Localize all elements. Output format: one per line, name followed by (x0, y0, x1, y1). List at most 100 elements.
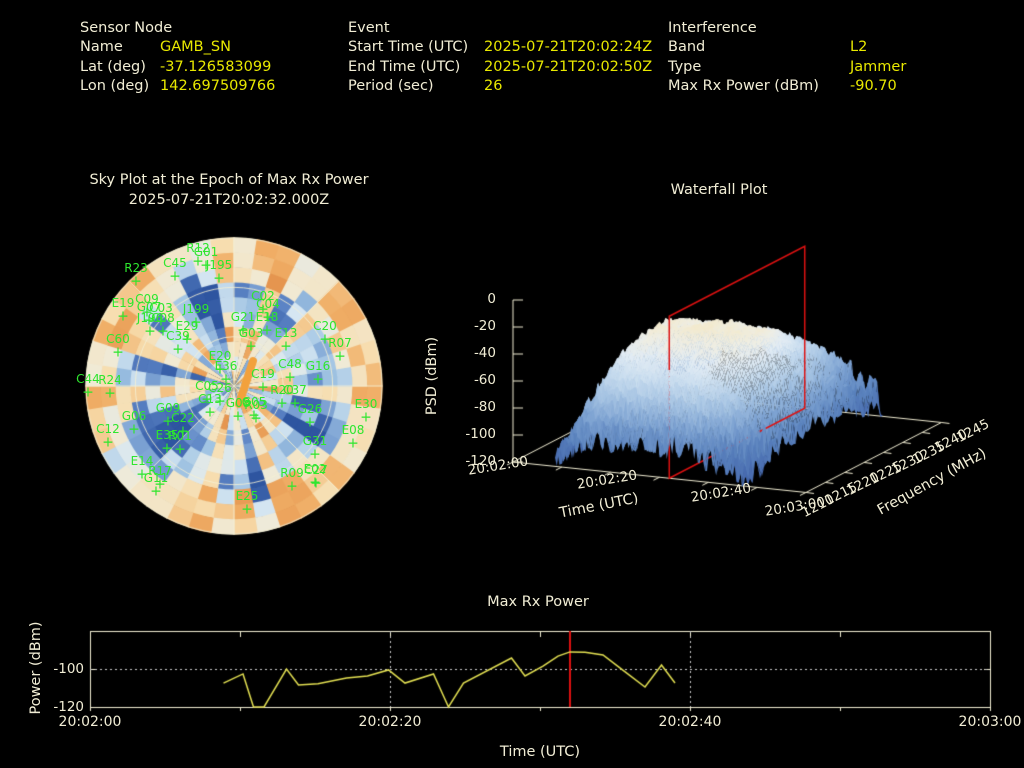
satellite-marker: + (143, 312, 155, 329)
satellite-marker: + (177, 423, 189, 440)
satellite-marker: + (192, 253, 204, 270)
satellite-label: C08 (151, 311, 175, 325)
event-title: Event (348, 20, 390, 36)
satellite-label: C13 (198, 392, 222, 406)
info-value: 2025-07-21T20:02:50Z (484, 58, 653, 75)
satellite-marker: + (128, 421, 140, 438)
info-row: Lat (deg) -37.126583099 (80, 58, 275, 77)
satellite-label: C02 (251, 289, 275, 303)
satellite-marker: + (157, 323, 169, 340)
satellite-marker: + (174, 441, 186, 458)
sensor-node-rows: Name GAMB_SN Lat (deg) -37.126583099 Lon (de… (80, 38, 275, 96)
satellite-label: G31 (302, 434, 328, 448)
info-label: End Time (UTC) (348, 58, 461, 75)
satellite-marker: + (257, 301, 269, 318)
satellite-label: J196 (136, 311, 164, 325)
power-chart-x-tick-label: 20:02:20 (358, 714, 422, 730)
satellite-marker: + (262, 309, 274, 326)
satellite-label: G06 (121, 409, 147, 423)
satellite-label: G16 (305, 359, 331, 373)
skyplot-title: Sky Plot at the Epoch of Max Rx Power (89, 172, 369, 188)
satellite-marker: + (310, 475, 322, 492)
satellite-label: C22 (171, 411, 195, 425)
power-chart-x-tick-label: 20:02:40 (658, 714, 722, 730)
satellite-marker: + (257, 379, 269, 396)
satellite-label: G11 (143, 471, 169, 485)
waterfall-z-tick-label: 0 (487, 291, 496, 307)
satellite-label: C20 (313, 319, 337, 333)
satellite-marker: + (261, 322, 273, 339)
satellite-marker: + (141, 304, 153, 321)
satellite-label: C27 (304, 463, 328, 477)
info-row: Start Time (UTC) 2025-07-21T20:02:24Z (348, 38, 652, 57)
satellite-label: E02 (303, 462, 327, 476)
satellite-marker: + (220, 371, 232, 388)
info-label: Start Time (UTC) (348, 39, 469, 56)
satellite-label: C05 (195, 379, 219, 393)
satellite-label: C03 (149, 301, 173, 315)
satellite-label: C39 (166, 329, 190, 343)
satellite-label: C26 (208, 381, 232, 395)
waterfall-z-tick-label: -60 (473, 372, 496, 388)
info-value: L2 (850, 39, 868, 56)
power-chart-x-tick-label: 20:02:00 (58, 714, 122, 730)
info-value: Jammer (850, 58, 907, 75)
satellite-marker: + (250, 410, 262, 427)
satellite-label: G05 (241, 395, 267, 409)
satellite-marker: + (190, 314, 202, 331)
satellite-marker: + (309, 446, 321, 463)
satellite-label: C48 (278, 357, 302, 371)
satellite-label: G01 (193, 245, 219, 259)
satellite-marker: + (214, 393, 226, 410)
satellite-marker: + (241, 501, 253, 518)
satellite-label: R12 (186, 241, 210, 255)
satellite-label: J199 (182, 302, 210, 316)
satellite-label: R07 (328, 336, 352, 350)
interference-rows: Band L2 Type Jammer Max Rx Power (dBm) -90.70 (668, 38, 906, 96)
event-rows: Start Time (UTC) 2025-07-21T20:02:24Z End … (348, 38, 652, 96)
waterfall-z-axis-label: PSD (dBm) (424, 336, 440, 416)
satellite-label: C45 (163, 256, 187, 270)
satellite-label: R03 (244, 398, 268, 412)
satellite-marker: + (130, 273, 142, 290)
satellite-marker: + (204, 404, 216, 421)
info-row: Lon (deg) 142.697509766 (80, 77, 275, 96)
satellite-marker: + (248, 407, 260, 424)
power-chart-title: Max Rx Power (487, 594, 589, 610)
info-label: Type (668, 58, 702, 75)
satellite-label: E08 (341, 423, 365, 437)
satellite-marker: + (155, 313, 167, 330)
satellite-label: R23 (124, 261, 148, 275)
satellite-marker: + (214, 361, 226, 378)
interference-title: Interference (668, 20, 757, 36)
info-row: Name GAMB_SN (80, 38, 275, 57)
waterfall-z-tick-label: -80 (473, 399, 496, 415)
satellite-label: C04 (256, 297, 280, 311)
waterfall-z-tick-label: -20 (473, 318, 496, 334)
satellite-label: E20 (208, 349, 232, 363)
info-row: Type Jammer (668, 58, 906, 77)
satellite-marker: + (104, 385, 116, 402)
info-row: End Time (UTC) 2025-07-21T20:02:50Z (348, 58, 652, 77)
satellite-label: R17 (148, 464, 172, 478)
satellite-marker: + (319, 331, 331, 348)
power-chart-x-tick-label: 20:03:00 (958, 714, 1022, 730)
satellite-marker: + (334, 348, 346, 365)
satellite-label: G26 (297, 402, 323, 416)
satellite-marker: + (200, 257, 212, 274)
interference-panel: Interference Band L2 Type Jammer Max Rx Powe… (668, 19, 906, 97)
info-label: Period (sec) (348, 78, 434, 95)
satellite-marker: + (280, 338, 292, 355)
satellite-label: G07 (136, 300, 162, 314)
power-chart-x-axis-label: Time (UTC) (499, 744, 581, 760)
satellite-marker: + (289, 395, 301, 412)
satellite-label: G08 (225, 396, 251, 410)
satellite-label: G21 (230, 310, 256, 324)
satellite-marker: + (276, 395, 288, 412)
info-value: -37.126583099 (160, 58, 272, 75)
satellite-marker: + (181, 331, 193, 348)
power-chart-y-tick-label: -120 (53, 699, 84, 715)
satellite-label: G03 (238, 326, 264, 340)
satellite-marker: + (245, 338, 257, 355)
waterfall-z-tick-label: -40 (473, 345, 496, 361)
